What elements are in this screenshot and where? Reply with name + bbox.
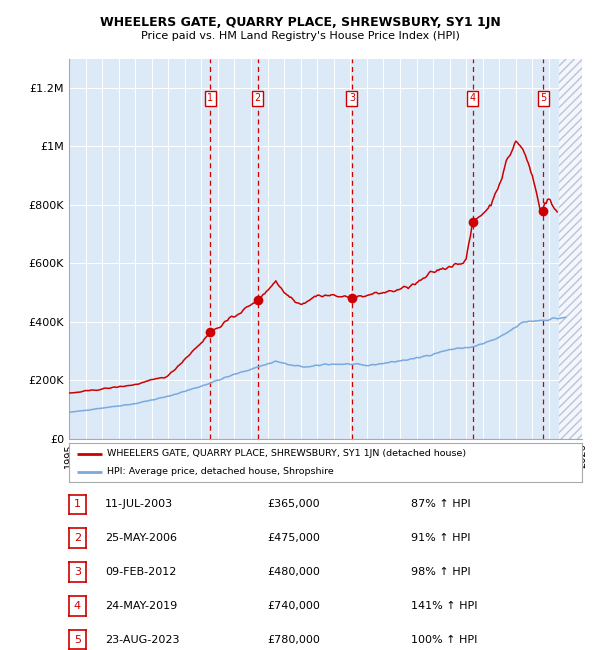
Text: WHEELERS GATE, QUARRY PLACE, SHREWSBURY, SY1 1JN (detached house): WHEELERS GATE, QUARRY PLACE, SHREWSBURY,… — [107, 449, 467, 458]
Text: 3: 3 — [74, 567, 81, 577]
Text: 87% ↑ HPI: 87% ↑ HPI — [411, 499, 470, 510]
Text: 5: 5 — [540, 94, 546, 103]
Text: 2: 2 — [254, 94, 261, 103]
Text: 2: 2 — [74, 533, 81, 543]
Text: 23-AUG-2023: 23-AUG-2023 — [105, 634, 179, 645]
Text: £740,000: £740,000 — [267, 601, 320, 611]
Text: 98% ↑ HPI: 98% ↑ HPI — [411, 567, 470, 577]
Text: 4: 4 — [74, 601, 81, 611]
Text: £480,000: £480,000 — [267, 567, 320, 577]
Text: 141% ↑ HPI: 141% ↑ HPI — [411, 601, 478, 611]
Text: £365,000: £365,000 — [267, 499, 320, 510]
Bar — [559, 58, 582, 439]
Text: 3: 3 — [349, 94, 355, 103]
Text: 91% ↑ HPI: 91% ↑ HPI — [411, 533, 470, 543]
Text: 24-MAY-2019: 24-MAY-2019 — [105, 601, 177, 611]
Bar — [559, 58, 582, 439]
Text: 100% ↑ HPI: 100% ↑ HPI — [411, 634, 478, 645]
Text: Price paid vs. HM Land Registry's House Price Index (HPI): Price paid vs. HM Land Registry's House … — [140, 31, 460, 41]
Text: 1: 1 — [74, 499, 81, 510]
Text: 5: 5 — [74, 634, 81, 645]
Text: 09-FEB-2012: 09-FEB-2012 — [105, 567, 176, 577]
Text: 4: 4 — [470, 94, 476, 103]
Text: £475,000: £475,000 — [267, 533, 320, 543]
Text: HPI: Average price, detached house, Shropshire: HPI: Average price, detached house, Shro… — [107, 467, 334, 476]
Text: £780,000: £780,000 — [267, 634, 320, 645]
Text: 11-JUL-2003: 11-JUL-2003 — [105, 499, 173, 510]
Text: 1: 1 — [207, 94, 213, 103]
Text: WHEELERS GATE, QUARRY PLACE, SHREWSBURY, SY1 1JN: WHEELERS GATE, QUARRY PLACE, SHREWSBURY,… — [100, 16, 500, 29]
Text: 25-MAY-2006: 25-MAY-2006 — [105, 533, 177, 543]
